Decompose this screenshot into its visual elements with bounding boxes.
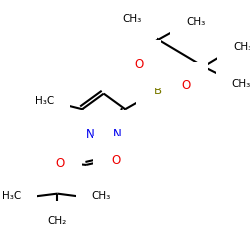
Text: CH₃: CH₃ xyxy=(186,17,205,27)
Text: O: O xyxy=(111,154,120,167)
Text: N: N xyxy=(86,128,95,141)
Text: N: N xyxy=(113,128,122,141)
Text: CH₃: CH₃ xyxy=(233,42,250,52)
Text: O: O xyxy=(182,79,191,92)
Text: H₃C: H₃C xyxy=(2,191,21,201)
Text: O: O xyxy=(56,157,65,170)
Text: CH₃: CH₃ xyxy=(91,191,110,201)
Text: CH₃: CH₃ xyxy=(231,79,250,89)
Text: H₃C: H₃C xyxy=(35,96,54,106)
Text: B: B xyxy=(154,84,162,96)
Text: CH₃: CH₃ xyxy=(122,14,142,24)
Text: O: O xyxy=(134,58,144,70)
Text: CH₂: CH₂ xyxy=(48,216,67,226)
